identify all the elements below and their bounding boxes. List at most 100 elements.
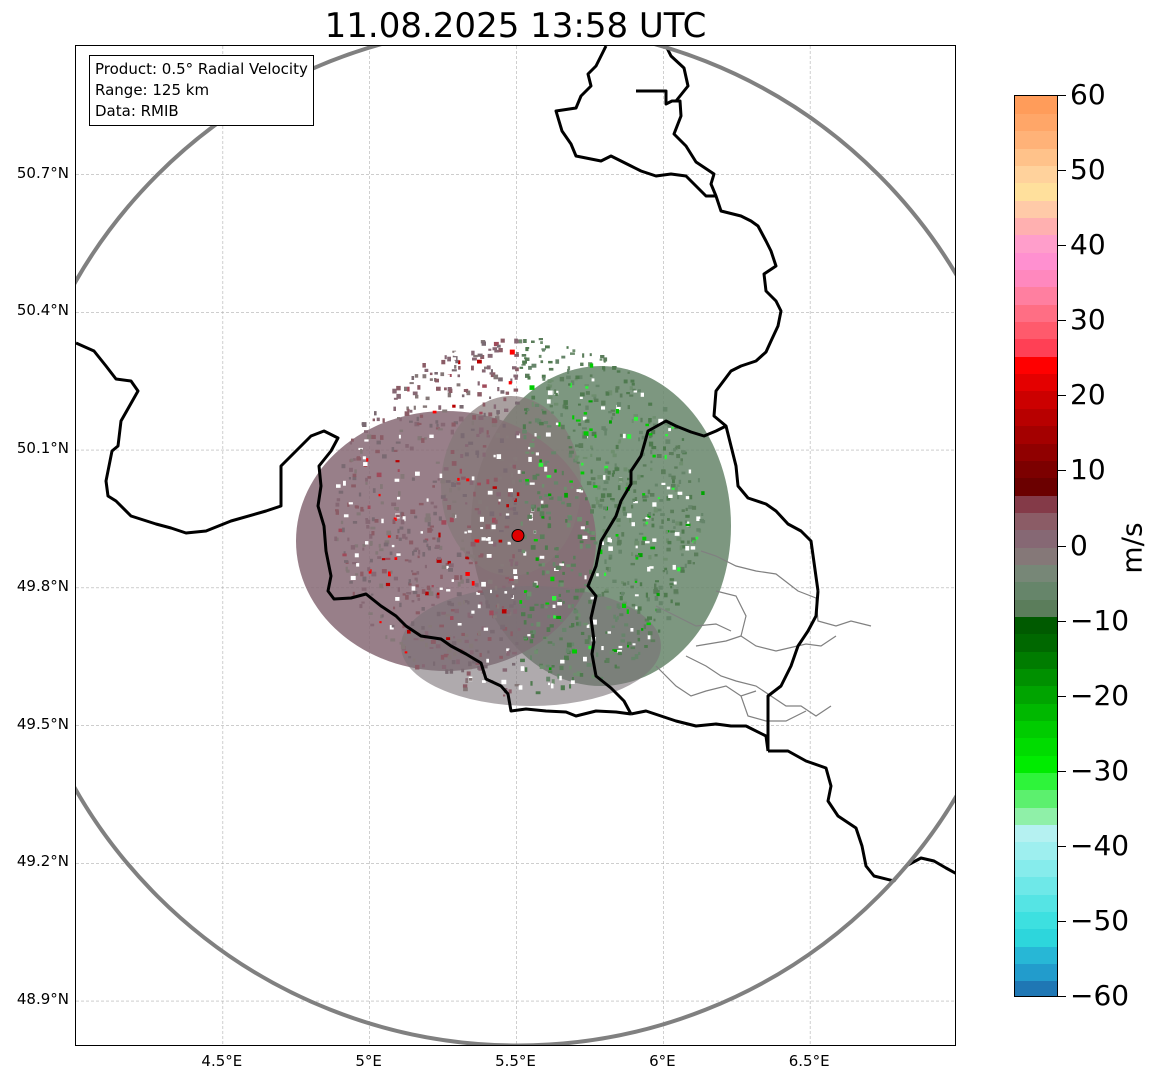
echo-pixel [603, 590, 609, 593]
echo-pixel [385, 557, 391, 560]
echo-pixel [634, 540, 640, 546]
echo-pixel [450, 602, 454, 607]
echo-pixel [697, 478, 700, 483]
echo-pixel [451, 422, 456, 427]
colorbar-tick-mark [1058, 996, 1066, 997]
echo-pixel [500, 564, 504, 567]
echo-pixel [374, 411, 377, 416]
echo-pixel [421, 626, 425, 630]
echo-pixel [501, 679, 507, 685]
colorbar-segment [1015, 599, 1057, 617]
echo-pixel [667, 518, 670, 521]
colorbar-tick-label: −30 [1070, 753, 1130, 787]
colorbar-tick-mark [1058, 470, 1066, 472]
echo-pixel [559, 376, 565, 382]
echo-pixel [414, 515, 418, 519]
echo-pixel [591, 674, 596, 679]
echo-pixel [488, 541, 494, 544]
echo-pixel [667, 540, 672, 545]
echo-pixel [548, 384, 553, 388]
colorbar-segment [1015, 408, 1057, 427]
echo-pixel [646, 495, 649, 498]
radar-map[interactable] [75, 45, 956, 1046]
echo-pixel [651, 517, 654, 521]
echo-pixel [378, 543, 381, 548]
echo-pixel [482, 452, 486, 457]
echo-pixel [613, 614, 616, 619]
echo-pixel [508, 488, 513, 493]
echo-pixel [617, 651, 622, 656]
radar-site-marker[interactable] [511, 528, 525, 542]
echo-pixel [634, 594, 639, 597]
echo-pixel [599, 358, 603, 361]
echo-pixel [431, 401, 435, 404]
echo-pixel [670, 586, 673, 589]
echo-pixel [361, 422, 364, 426]
echo-pixel [395, 535, 399, 539]
lon-tick-label: 6.5°E [788, 1052, 830, 1070]
echo-pixel [365, 477, 368, 482]
echo-pixel [519, 600, 523, 604]
echo-pixel [512, 366, 517, 370]
border-de-east [766, 590, 820, 751]
echo-pixel [654, 587, 658, 590]
echo-pixel [556, 615, 562, 619]
echo-pixel [520, 666, 525, 671]
echo-pixel [579, 673, 584, 677]
echo-pixel [439, 624, 444, 628]
echo-pixel [615, 387, 619, 393]
echo-pixel [525, 373, 530, 378]
echo-pixel [637, 610, 641, 614]
echo-pixel [582, 535, 588, 539]
echo-pixel [692, 562, 695, 565]
echo-pixel [688, 469, 692, 474]
echo-pixel [676, 484, 680, 487]
echo-pixel [555, 422, 559, 426]
colorbar-segment [1015, 130, 1057, 149]
echo-pixel [428, 546, 431, 551]
echo-pixel [351, 438, 354, 442]
echo-pixel [472, 659, 477, 664]
echo-pixel [501, 606, 505, 609]
echo-pixel [440, 495, 446, 499]
echo-pixel [479, 411, 483, 415]
echo-pixel [551, 665, 555, 668]
echo-pixel [539, 555, 545, 559]
echo-pixel [664, 567, 668, 571]
echo-pixel [492, 486, 497, 489]
echo-pixel [430, 640, 436, 644]
echo-pixel [560, 659, 565, 664]
colorbar-segment [1015, 911, 1057, 930]
echo-pixel [415, 579, 418, 583]
echo-pixel [498, 476, 502, 480]
echo-pixel [513, 569, 518, 574]
echo-pixel [480, 527, 484, 530]
echo-pixel [640, 392, 644, 397]
echo-pixel [647, 566, 651, 572]
echo-pixel [385, 582, 391, 587]
echo-pixel [645, 592, 648, 598]
echo-pixel [539, 495, 543, 499]
echo-pixel [552, 642, 555, 646]
echo-pixel [368, 612, 373, 615]
echo-pixel [497, 344, 501, 348]
echo-pixel [461, 668, 465, 673]
echo-pixel [360, 448, 363, 454]
echo-pixel [679, 521, 683, 526]
echo-pixel [422, 374, 427, 379]
lat-tick-label: 49.2°N [16, 852, 69, 871]
echo-pixel [474, 638, 478, 642]
echo-pixel [634, 497, 638, 500]
echo-pixel [575, 419, 581, 422]
colorbar-tick-mark [1058, 245, 1066, 247]
echo-pixel [444, 355, 447, 360]
echo-pixel [681, 509, 685, 512]
echo-pixel [436, 537, 441, 543]
echo-pixel [631, 504, 634, 509]
echo-pixel [380, 501, 384, 505]
echo-pixel [539, 421, 544, 426]
echo-pixel [409, 382, 414, 385]
echo-pixel [484, 366, 488, 370]
echo-pixel [638, 553, 643, 558]
echo-pixel [441, 664, 447, 669]
